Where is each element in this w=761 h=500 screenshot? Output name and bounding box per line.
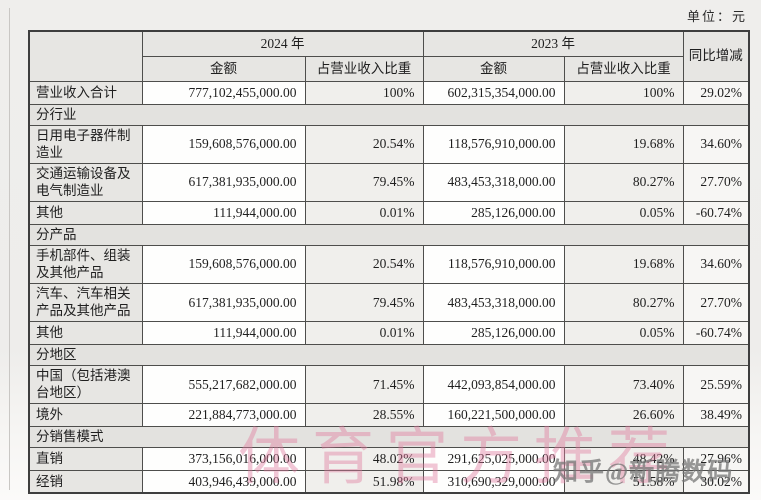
row-label: 其他 xyxy=(28,320,143,345)
section-label: 分地区 xyxy=(28,343,750,366)
yoy-change: 38.49% xyxy=(682,402,750,427)
share-2023: 80.27% xyxy=(563,282,684,322)
amount-2024: 403,946,439,000.00 xyxy=(141,469,306,494)
share-2024: 20.54% xyxy=(304,124,424,164)
section-row-region: 分地区 xyxy=(28,343,750,366)
row-label: 中国（包括港澳台地区） xyxy=(28,364,143,404)
zhihu-watermark-text: 知乎@新腾数码 xyxy=(553,459,734,486)
row-label: 汽车、汽车相关产品及其他产品 xyxy=(28,282,143,322)
amount-2023-header: 金额 xyxy=(422,55,565,82)
year-2023-header: 2023 年 xyxy=(422,30,684,57)
amount-2023: 285,126,000.00 xyxy=(422,320,565,345)
table-row: 其他 111,944,000.00 0.01% 285,126,000.00 0… xyxy=(28,320,750,345)
table-row: 境外 221,884,773,000.00 28.55% 160,221,500… xyxy=(28,402,750,427)
row-label: 直销 xyxy=(28,446,143,471)
revenue-table: 2024 年 2023 年 同比增减 金额 占营业收入比重 金额 占营业收入比重… xyxy=(28,30,750,495)
amount-2023: 285,126,000.00 xyxy=(422,200,565,225)
table-row: 其他 111,944,000.00 0.01% 285,126,000.00 0… xyxy=(28,200,750,225)
section-label: 分产品 xyxy=(28,223,750,246)
header-row-years: 2024 年 2023 年 同比增减 xyxy=(28,30,750,82)
yoy-change: -60.74% xyxy=(682,200,750,225)
amount-2023: 602,315,354,000.00 xyxy=(422,80,565,105)
table-row: 经销 403,946,439,000.00 51.98% 310,690,329… xyxy=(28,469,750,494)
section-row-industry: 分行业 xyxy=(28,103,750,126)
amount-2024: 111,944,000.00 xyxy=(141,320,306,345)
amount-2023: 483,453,318,000.00 xyxy=(422,282,565,322)
share-2024: 0.01% xyxy=(304,200,424,225)
share-2024: 71.45% xyxy=(304,364,424,404)
share-2023: 0.05% xyxy=(563,200,684,225)
yoy-change: 25.59% xyxy=(682,364,750,404)
amount-2024: 159,608,576,000.00 xyxy=(141,244,306,284)
amount-2024: 159,608,576,000.00 xyxy=(141,124,306,164)
amount-2024: 777,102,455,000.00 xyxy=(141,80,306,105)
amount-2023: 160,221,500,000.00 xyxy=(422,402,565,427)
table-row: 直销 373,156,016,000.00 48.02% 291,625,025… xyxy=(28,446,750,471)
row-label: 交通运输设备及电气制造业 xyxy=(28,162,143,202)
amount-2024: 617,381,935,000.00 xyxy=(141,162,306,202)
section-row-product: 分产品 xyxy=(28,223,750,246)
share-2024: 79.45% xyxy=(304,162,424,202)
amount-2023: 291,625,025,000.00 xyxy=(422,446,565,471)
share-2023: 0.05% xyxy=(563,320,684,345)
row-label: 其他 xyxy=(28,200,143,225)
corner-cell xyxy=(28,30,143,82)
table-row-total: 营业收入合计 777,102,455,000.00 100% 602,315,3… xyxy=(28,80,750,105)
amount-2023: 118,576,910,000.00 xyxy=(422,124,565,164)
share-2023: 73.40% xyxy=(563,364,684,404)
share-2024: 0.01% xyxy=(304,320,424,345)
share-2024: 100% xyxy=(304,80,424,105)
amount-2024: 221,884,773,000.00 xyxy=(141,402,306,427)
scan-edge-line xyxy=(9,8,10,490)
pink-watermark-text: 体育官方推荐 xyxy=(238,424,683,492)
share-2024: 79.45% xyxy=(304,282,424,322)
share-2023: 100% xyxy=(563,80,684,105)
amount-2024: 373,156,016,000.00 xyxy=(141,446,306,471)
table-row: 中国（包括港澳台地区） 555,217,682,000.00 71.45% 44… xyxy=(28,364,750,404)
row-label: 经销 xyxy=(28,469,143,494)
share-2023: 80.27% xyxy=(563,162,684,202)
share-2023: 19.68% xyxy=(563,244,684,284)
yoy-change: 34.60% xyxy=(682,124,750,164)
year-2024-header: 2024 年 xyxy=(141,30,424,57)
table-row: 汽车、汽车相关产品及其他产品 617,381,935,000.00 79.45%… xyxy=(28,282,750,322)
table-row: 交通运输设备及电气制造业 617,381,935,000.00 79.45% 4… xyxy=(28,162,750,202)
yoy-change: 27.70% xyxy=(682,282,750,322)
share-2023: 48.42% xyxy=(563,446,684,471)
yoy-change: 29.02% xyxy=(682,80,750,105)
row-label: 境外 xyxy=(28,402,143,427)
amount-2023: 310,690,329,000.00 xyxy=(422,469,565,494)
yoy-change: 27.70% xyxy=(682,162,750,202)
amount-2024: 617,381,935,000.00 xyxy=(141,282,306,322)
share-2023-header: 占营业收入比重 xyxy=(563,55,684,82)
table-row: 日用电子器件制造业 159,608,576,000.00 20.54% 118,… xyxy=(28,124,750,164)
row-label: 日用电子器件制造业 xyxy=(28,124,143,164)
share-2023: 51.58% xyxy=(563,469,684,494)
yoy-change: 27.96% xyxy=(682,446,750,471)
amount-2024-header: 金额 xyxy=(141,55,306,82)
yoy-change: -60.74% xyxy=(682,320,750,345)
row-label: 营业收入合计 xyxy=(28,80,143,105)
share-2023: 19.68% xyxy=(563,124,684,164)
row-label: 手机部件、组装及其他产品 xyxy=(28,244,143,284)
amount-2024: 555,217,682,000.00 xyxy=(141,364,306,404)
amount-2023: 442,093,854,000.00 xyxy=(422,364,565,404)
share-2024: 51.98% xyxy=(304,469,424,494)
header-row-metrics: 金额 占营业收入比重 金额 占营业收入比重 xyxy=(29,55,749,82)
unit-label: 单位：元 xyxy=(686,9,747,24)
share-2024: 48.02% xyxy=(304,446,424,471)
amount-2023: 483,453,318,000.00 xyxy=(422,162,565,202)
table-row: 手机部件、组装及其他产品 159,608,576,000.00 20.54% 1… xyxy=(28,244,750,284)
share-2024-header: 占营业收入比重 xyxy=(304,55,424,82)
share-2023: 26.60% xyxy=(563,402,684,427)
amount-2024: 111,944,000.00 xyxy=(141,200,306,225)
yoy-change: 34.60% xyxy=(682,244,750,284)
section-label: 分行业 xyxy=(28,103,750,126)
yoy-change: 30.02% xyxy=(682,469,750,494)
amount-2023: 118,576,910,000.00 xyxy=(422,244,565,284)
share-2024: 20.54% xyxy=(304,244,424,284)
yoy-header: 同比增减 xyxy=(682,30,750,82)
